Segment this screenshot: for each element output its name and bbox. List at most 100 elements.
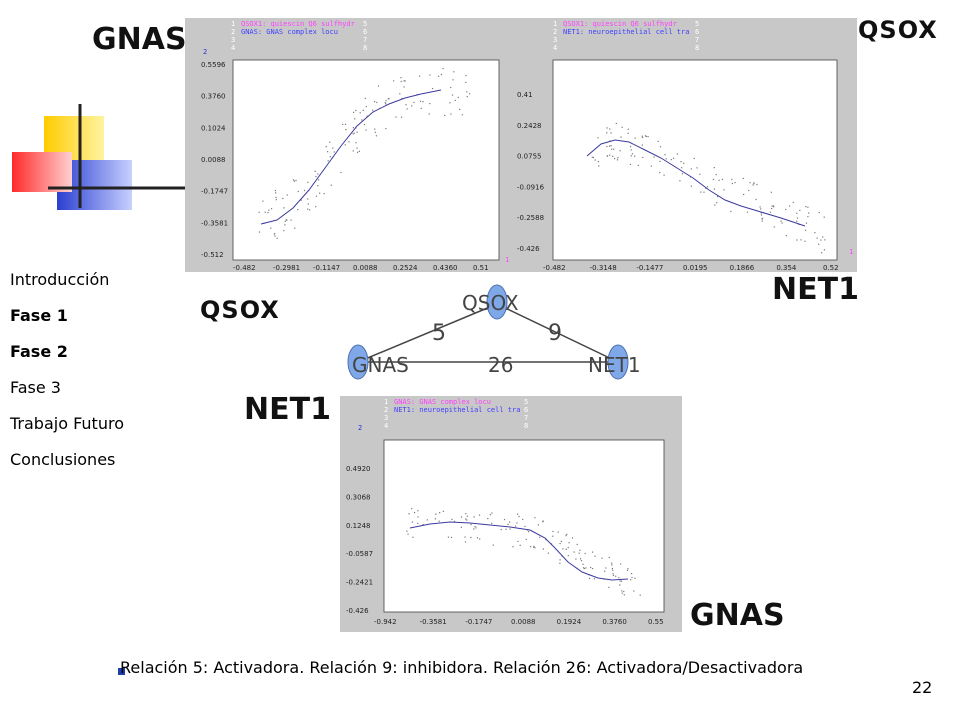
scatter-point bbox=[333, 151, 335, 153]
scatter-point bbox=[290, 219, 292, 221]
scatter-point bbox=[659, 160, 661, 162]
scatter-point bbox=[466, 519, 468, 521]
scatter-point bbox=[562, 548, 564, 550]
scatter-point bbox=[591, 567, 594, 570]
legend-text: 3 bbox=[231, 36, 235, 44]
label-gnas-bottom: GNAS bbox=[690, 598, 785, 633]
scatter-point bbox=[297, 208, 299, 211]
scatter-point bbox=[470, 536, 472, 539]
scatter-point bbox=[591, 156, 593, 158]
scatter-point bbox=[568, 542, 570, 544]
scatter-point bbox=[295, 179, 297, 182]
scatter-point bbox=[792, 201, 794, 203]
scatter-point bbox=[329, 156, 331, 158]
x-tick-label: 0.1866 bbox=[730, 264, 755, 272]
edge-qsox-gnas bbox=[357, 303, 498, 363]
scatter-point bbox=[465, 75, 467, 77]
scatter-point bbox=[621, 590, 623, 592]
scatter-point bbox=[420, 107, 422, 109]
legend-text: 4 bbox=[231, 44, 235, 52]
scatter-point bbox=[673, 157, 675, 159]
scatter-point bbox=[286, 194, 288, 196]
plot-qsox-gnas-figure: 1 QSOX1: quiescin Q6 sulfhydr 5 2 GNAS: … bbox=[201, 20, 500, 272]
scatter-point bbox=[417, 510, 419, 512]
legend-text: 2 bbox=[384, 406, 388, 414]
scatter-point bbox=[470, 523, 472, 526]
node-label-gnas: GNAS bbox=[352, 353, 409, 377]
scatter-point bbox=[626, 569, 629, 572]
scatter-point bbox=[680, 161, 682, 163]
scatter-point bbox=[734, 181, 736, 184]
scatter-point bbox=[307, 203, 309, 205]
scatter-point bbox=[608, 145, 611, 147]
scatter-point bbox=[796, 220, 798, 222]
scatter-point bbox=[760, 208, 762, 210]
scatter-point bbox=[264, 211, 266, 213]
scatter-point bbox=[547, 552, 549, 554]
x-tick-label: -0.482 bbox=[233, 264, 256, 272]
scatter-point bbox=[771, 207, 773, 210]
scatter-point bbox=[631, 153, 634, 155]
scatter-point bbox=[605, 567, 607, 569]
scatter-point bbox=[637, 164, 639, 167]
scatter-point bbox=[619, 580, 621, 582]
scatter-point bbox=[353, 132, 355, 134]
scatter-point bbox=[366, 115, 368, 117]
scatter-point bbox=[466, 515, 468, 517]
scatter-point bbox=[534, 547, 536, 549]
nav-trabajo-futuro[interactable]: Trabajo Futuro bbox=[10, 414, 124, 433]
label-net1-mid: NET1 bbox=[244, 392, 331, 427]
logo bbox=[12, 100, 187, 215]
scatter-point bbox=[785, 234, 787, 237]
scatter-point bbox=[355, 109, 357, 112]
node-net1 bbox=[607, 344, 629, 380]
scatter-point bbox=[610, 145, 612, 147]
scatter-point bbox=[460, 516, 463, 518]
scatter-point bbox=[613, 148, 615, 150]
scatter-point bbox=[319, 192, 321, 194]
scatter-point bbox=[731, 182, 733, 185]
scatter-point bbox=[597, 137, 599, 139]
legend-text: 2 bbox=[553, 28, 557, 36]
scatter-point bbox=[796, 217, 799, 219]
scatter-point bbox=[606, 145, 608, 148]
nav-fase-2[interactable]: Fase 2 bbox=[10, 342, 68, 361]
nav-fase-1[interactable]: Fase 1 bbox=[10, 306, 68, 325]
scatter-point bbox=[400, 77, 402, 79]
scatter-point bbox=[789, 205, 791, 207]
scatter-point bbox=[450, 536, 453, 539]
nav-fase-3[interactable]: Fase 3 bbox=[10, 378, 61, 397]
scatter-point bbox=[714, 204, 716, 206]
scatter-point bbox=[566, 533, 568, 536]
scatter-point bbox=[429, 102, 431, 105]
scatter-point bbox=[314, 170, 316, 172]
scatter-point bbox=[517, 513, 519, 515]
scatter-point bbox=[419, 100, 422, 102]
scatter-point bbox=[676, 153, 678, 155]
scatter-point bbox=[557, 531, 559, 533]
scatter-point bbox=[579, 558, 582, 560]
scatter-point bbox=[590, 566, 592, 569]
scatter-point bbox=[533, 545, 535, 548]
scatter-point bbox=[284, 224, 286, 226]
scatter-point bbox=[772, 205, 774, 207]
scatter-point bbox=[473, 528, 475, 530]
x-tick-label: 0.0195 bbox=[683, 264, 708, 272]
scatter-point bbox=[642, 156, 644, 159]
scatter-point bbox=[444, 114, 446, 117]
scatter-point bbox=[479, 538, 481, 540]
nav-conclusiones[interactable]: Conclusiones bbox=[10, 450, 116, 469]
scatter-point bbox=[820, 239, 822, 241]
scatter-point bbox=[460, 526, 462, 528]
legend-text: GNAS: GNAS complex locu bbox=[394, 398, 491, 406]
scatter-point bbox=[385, 100, 387, 102]
scatter-point bbox=[545, 539, 547, 541]
scatter-point bbox=[609, 154, 611, 156]
scatter-point bbox=[361, 119, 363, 121]
scatter-point bbox=[664, 154, 666, 156]
scatter-point bbox=[594, 555, 596, 557]
scatter-point bbox=[403, 86, 405, 88]
scatter-point bbox=[406, 108, 408, 110]
scatter-point bbox=[372, 109, 374, 111]
nav-introduccion[interactable]: Introducción bbox=[10, 270, 110, 289]
